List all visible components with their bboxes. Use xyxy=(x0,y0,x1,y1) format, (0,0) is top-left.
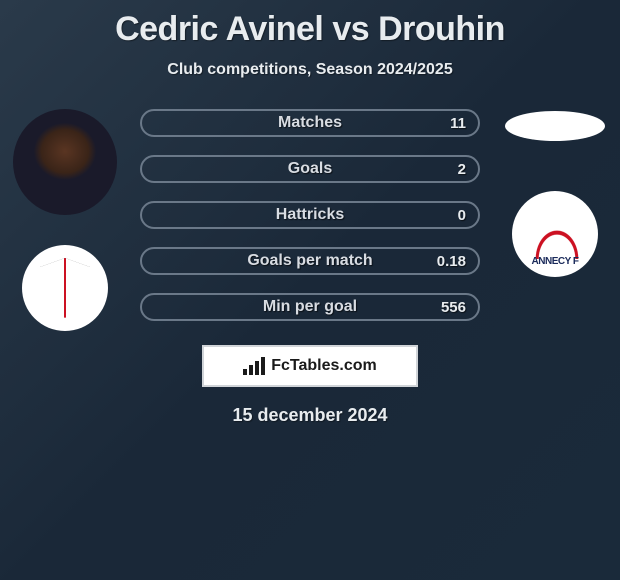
brand-box: FcTables.com xyxy=(202,345,418,387)
date-text: 15 december 2024 xyxy=(232,405,387,426)
stat-value-right: 11 xyxy=(450,115,466,132)
stat-row-goals-per-match: Goals per match 0.18 xyxy=(140,247,480,275)
page-title: Cedric Avinel vs Drouhin xyxy=(115,10,505,49)
stat-label: Goals xyxy=(288,160,332,178)
subtitle: Club competitions, Season 2024/2025 xyxy=(167,61,452,79)
club-badge-left xyxy=(22,245,108,331)
stat-label: Matches xyxy=(278,114,342,132)
stat-value-right: 0 xyxy=(458,207,466,224)
stat-label: Hattricks xyxy=(276,206,344,224)
player-avatar-right xyxy=(505,111,605,141)
player-avatar-left xyxy=(13,109,117,215)
brand-text: FcTables.com xyxy=(271,357,377,375)
stat-row-min-per-goal: Min per goal 556 xyxy=(140,293,480,321)
content-area: Matches 11 Goals 2 Hattricks 0 Goals per… xyxy=(0,109,620,331)
club-badge-right xyxy=(512,191,598,277)
stat-row-hattricks: Hattricks 0 xyxy=(140,201,480,229)
stat-label: Min per goal xyxy=(263,298,357,316)
right-column xyxy=(490,109,620,277)
stat-row-goals: Goals 2 xyxy=(140,155,480,183)
stat-label: Goals per match xyxy=(247,252,372,270)
stats-column: Matches 11 Goals 2 Hattricks 0 Goals per… xyxy=(130,109,490,321)
stat-value-right: 2 xyxy=(458,161,466,178)
stat-row-matches: Matches 11 xyxy=(140,109,480,137)
stat-value-right: 0.18 xyxy=(437,253,466,270)
stat-value-right: 556 xyxy=(441,299,466,316)
left-column xyxy=(0,109,130,331)
chart-icon xyxy=(243,357,265,375)
